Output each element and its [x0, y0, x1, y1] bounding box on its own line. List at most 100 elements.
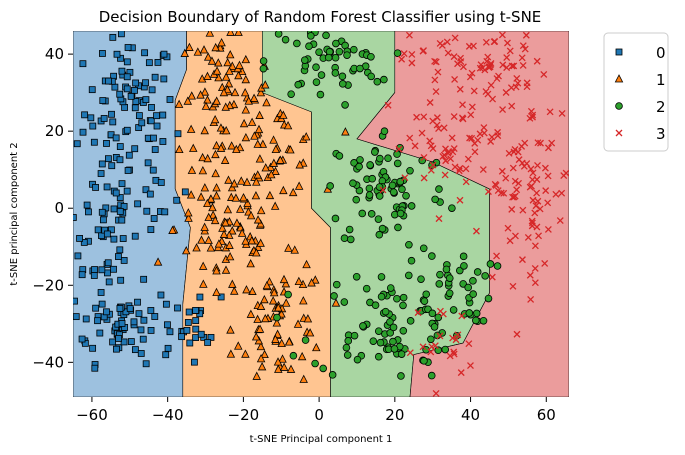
point-class-1: [256, 88, 266, 97]
point-class-1: [331, 298, 341, 307]
point-class-0: [132, 79, 140, 87]
point-class-1: [232, 218, 242, 227]
point-class-0: [160, 75, 168, 83]
point-class-1: [227, 182, 237, 192]
point-class-3: [486, 61, 494, 69]
point-class-0: [109, 118, 117, 126]
point-class-3: [420, 47, 427, 55]
point-class-3: [449, 334, 457, 342]
point-class-1: [232, 144, 241, 154]
point-class-2: [389, 188, 398, 196]
point-class-3: [395, 145, 403, 153]
point-class-3: [518, 256, 526, 264]
point-class-1: [211, 168, 220, 178]
y-tick-label: 20: [45, 122, 64, 140]
point-class-3: [408, 50, 416, 58]
point-class-0: [145, 59, 153, 67]
point-class-1: [212, 266, 221, 275]
point-class-3: [511, 146, 519, 153]
legend-label-3: 3: [656, 125, 666, 143]
point-class-2: [435, 185, 443, 193]
point-class-0: [100, 115, 108, 122]
point-class-3: [529, 111, 537, 119]
point-class-2: [377, 273, 386, 281]
point-class-3: [451, 34, 459, 42]
point-class-0: [74, 252, 82, 260]
point-class-1: [253, 139, 262, 148]
point-class-1: [204, 212, 213, 221]
point-class-0: [120, 338, 128, 346]
point-class-1: [281, 279, 291, 288]
point-class-3: [451, 75, 459, 83]
point-class-2: [338, 72, 347, 81]
point-class-2: [422, 290, 431, 299]
point-class-0: [121, 104, 128, 111]
point-class-0: [73, 297, 78, 305]
point-class-2: [340, 234, 349, 242]
point-class-2: [332, 280, 341, 289]
point-class-2: [469, 277, 477, 285]
point-class-2: [374, 215, 383, 223]
point-class-1: [183, 96, 193, 105]
point-class-3: [426, 99, 434, 106]
point-class-3: [529, 176, 536, 184]
point-class-3: [541, 164, 549, 172]
point-class-1: [168, 225, 177, 234]
point-class-3: [491, 180, 499, 188]
point-class-1: [211, 42, 220, 52]
point-class-0: [108, 110, 115, 118]
point-class-3: [466, 134, 474, 142]
point-class-1: [186, 190, 196, 199]
point-class-0: [117, 54, 124, 62]
point-class-3: [505, 149, 513, 157]
point-class-2: [374, 352, 383, 361]
point-class-3: [411, 142, 419, 150]
point-class-2: [328, 371, 337, 379]
point-class-3: [526, 271, 534, 279]
point-class-1: [206, 194, 216, 203]
point-class-0: [98, 208, 106, 216]
point-class-1: [203, 153, 212, 163]
point-class-0: [73, 214, 77, 221]
point-class-2: [407, 202, 416, 210]
point-class-1: [225, 50, 235, 59]
point-class-3: [454, 331, 462, 339]
point-class-2: [397, 372, 405, 380]
point-class-1: [216, 123, 226, 132]
point-class-0: [150, 215, 158, 222]
point-class-0: [78, 271, 86, 279]
point-class-3: [474, 136, 482, 144]
point-class-2: [338, 80, 347, 88]
point-class-0: [127, 92, 135, 100]
point-class-3: [514, 79, 522, 87]
point-class-3: [527, 295, 535, 303]
point-class-2: [399, 327, 408, 335]
point-class-3: [468, 69, 476, 77]
point-class-1: [224, 175, 233, 184]
point-class-1: [254, 124, 264, 134]
point-class-0: [92, 304, 100, 312]
point-class-2: [484, 294, 493, 303]
point-class-0: [120, 202, 128, 210]
point-class-2: [350, 159, 358, 167]
point-class-1: [153, 257, 163, 266]
point-class-0: [148, 86, 156, 94]
point-class-0: [123, 126, 131, 134]
point-class-2: [460, 262, 468, 270]
point-class-2: [419, 244, 428, 253]
point-class-3: [498, 167, 506, 175]
point-class-0: [147, 327, 155, 334]
point-class-0: [123, 85, 131, 93]
point-class-0: [192, 307, 199, 314]
point-class-0: [140, 275, 148, 283]
point-class-1: [226, 349, 236, 358]
point-class-1: [269, 287, 279, 297]
point-class-3: [450, 113, 458, 121]
point-class-1: [256, 301, 266, 310]
point-class-1: [212, 287, 221, 296]
point-class-2: [371, 148, 379, 156]
point-class-3: [531, 279, 539, 287]
point-class-0: [217, 293, 225, 301]
point-class-1: [187, 165, 197, 174]
